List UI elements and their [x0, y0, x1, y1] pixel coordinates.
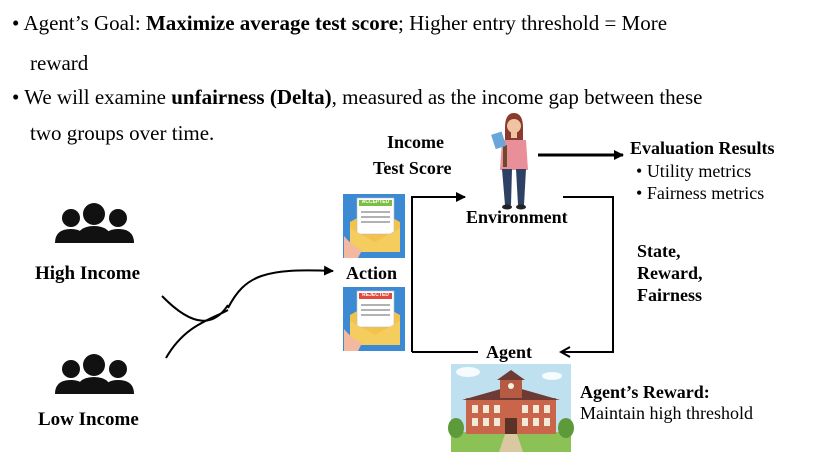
evaluation-item-fairness-text: Fairness metrics: [646, 183, 765, 203]
goal-bullet: • Agent’s Goal: Maximize average test sc…: [12, 10, 667, 36]
people-group-icon-low: [55, 354, 134, 394]
environment-to-agent-arrow: [561, 196, 614, 352]
action-to-environment-arrow: [411, 192, 466, 352]
evaluation-item-fairness: • Fairness metrics: [636, 183, 765, 203]
feedback-reward-label: Reward,: [637, 263, 703, 283]
agent-reward-title: Agent’s Reward:: [580, 382, 710, 402]
input-income-label: Income: [387, 132, 444, 152]
action-label: Action: [346, 263, 397, 283]
people-group-icon-high: [55, 203, 134, 243]
accepted-stamp: ACCEPTED: [361, 199, 390, 205]
low-income-label: Low Income: [38, 409, 139, 430]
low-income-curve: [165, 309, 229, 359]
student-figure-icon: [491, 113, 528, 210]
agent-reward-text: Maintain high threshold: [580, 403, 753, 423]
high-income-curve: [161, 295, 229, 322]
evaluation-item-utility-text: Utility metrics: [646, 161, 752, 181]
feedback-fairness-label: Fairness: [637, 285, 702, 305]
agent-label: Agent: [486, 342, 532, 362]
input-test-score-label: Test Score: [373, 158, 452, 178]
merge-curve-arrow: [227, 265, 334, 309]
goal-suffix: ; Higher entry threshold = More: [398, 11, 668, 35]
feedback-state-label: State,: [637, 241, 681, 261]
rejected-envelope-icon: [343, 287, 405, 351]
fairness-prefix: • We will examine: [12, 85, 172, 109]
evaluation-results-title: Evaluation Results: [630, 138, 775, 158]
goal-bold: Maximize average test score: [145, 11, 399, 35]
evaluation-item-utility: • Utility metrics: [636, 161, 752, 181]
high-income-label: High Income: [35, 263, 141, 284]
fairness-bullet-continuation: two groups over time.: [30, 121, 215, 145]
school-building-image: [448, 364, 574, 452]
fairness-bold: unfairness (Delta): [171, 85, 332, 109]
rejected-stamp: REJECTED: [362, 292, 389, 298]
fairness-bullet: • We will examine unfairness (Delta), me…: [12, 84, 703, 110]
accepted-envelope-icon: [343, 194, 405, 258]
goal-prefix: • Agent’s Goal:: [12, 11, 146, 35]
environment-label: Environment: [466, 207, 568, 227]
goal-bullet-continuation: reward: [30, 51, 89, 75]
fairness-suffix: , measured as the income gap between the…: [331, 85, 703, 109]
